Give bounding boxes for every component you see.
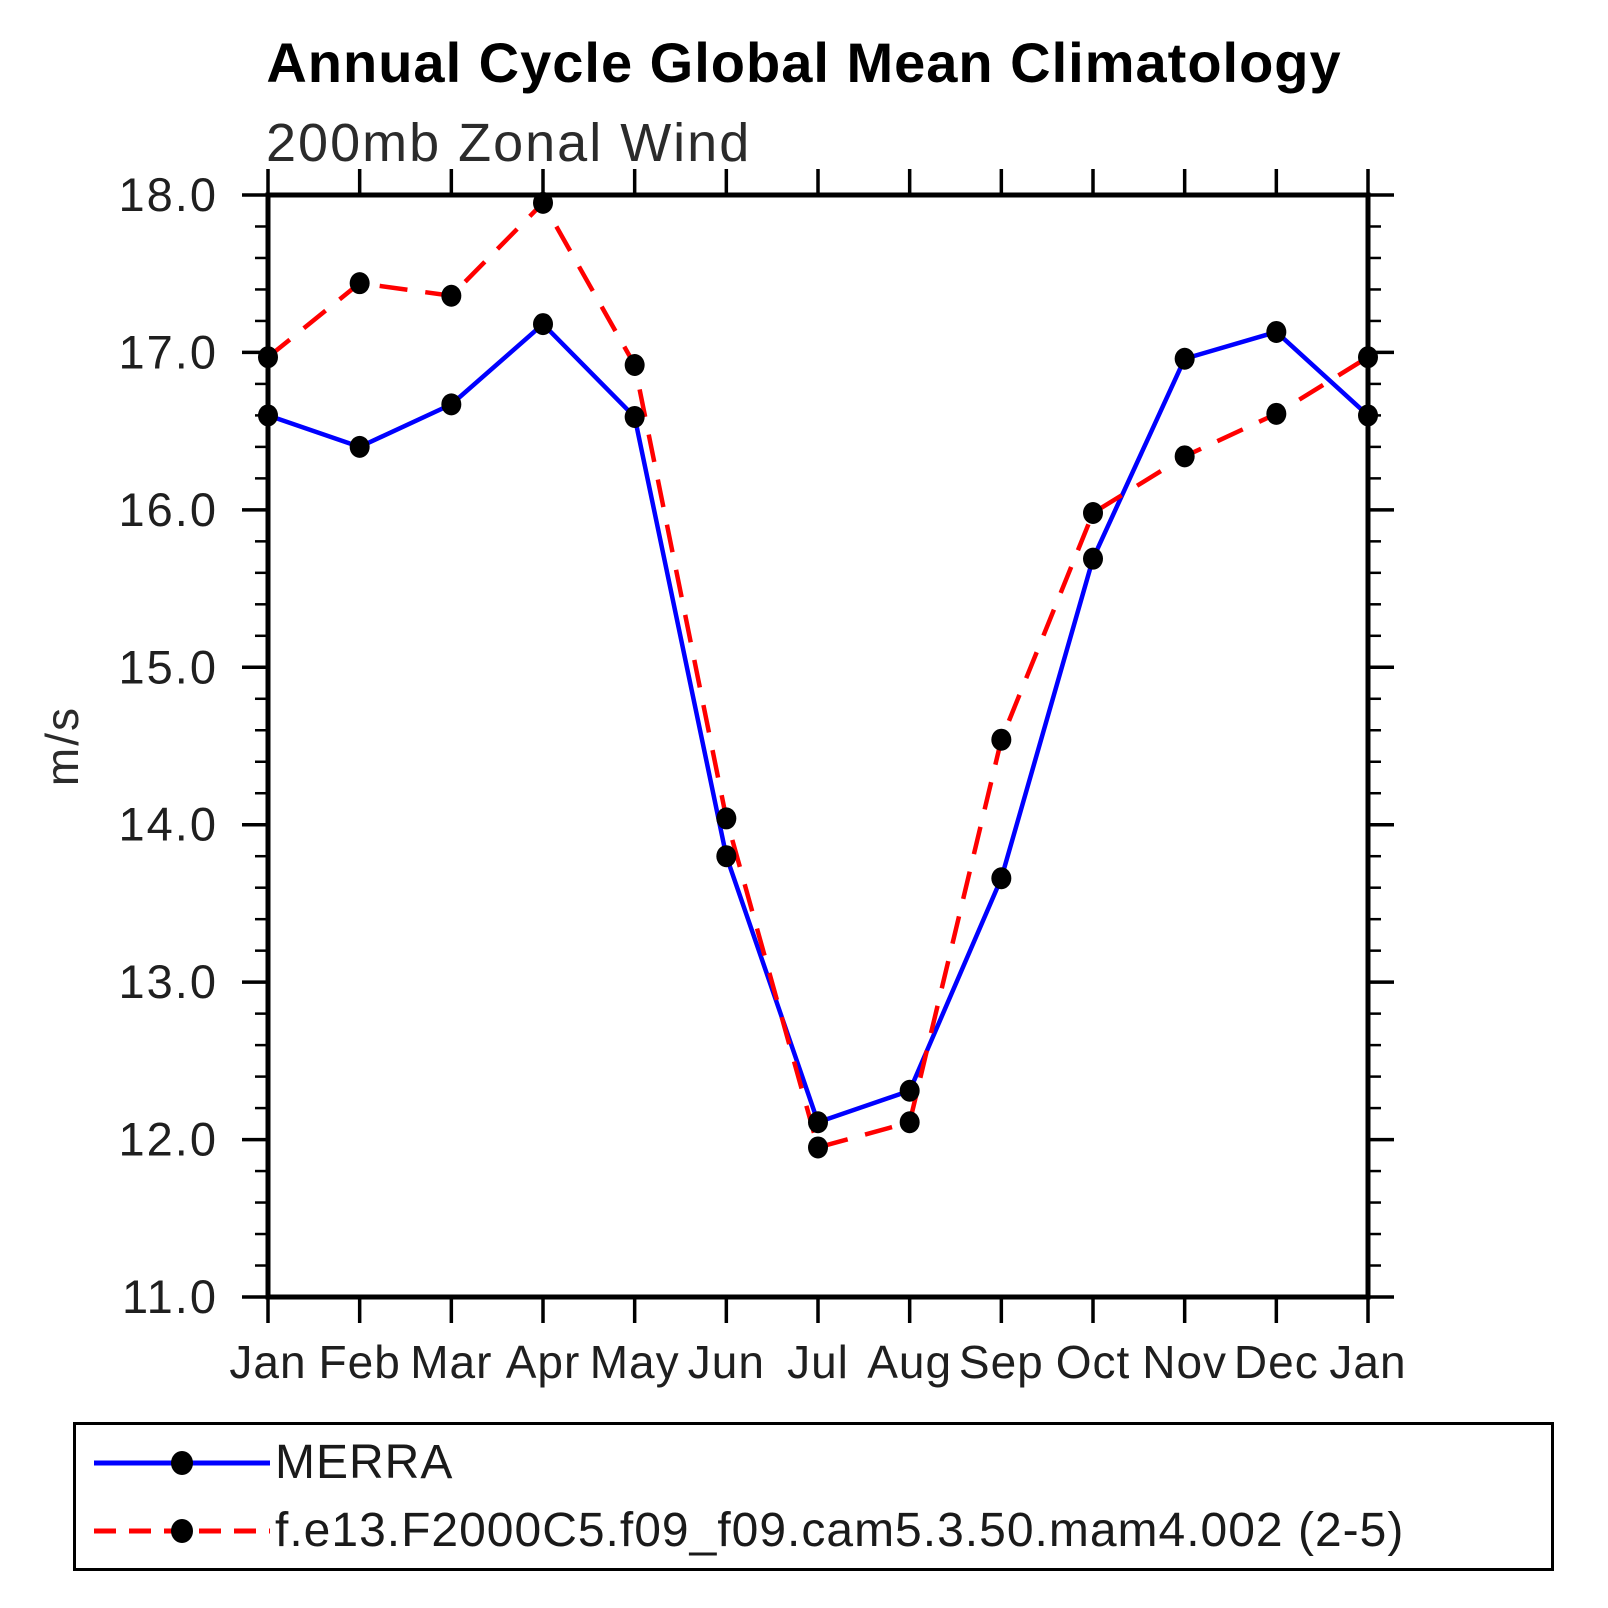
chart-subtitle: 200mb Zonal Wind xyxy=(266,113,752,173)
svg-text:Oct: Oct xyxy=(1056,1336,1131,1388)
svg-text:18.0: 18.0 xyxy=(119,168,218,221)
svg-text:Aug: Aug xyxy=(867,1336,952,1388)
svg-text:Feb: Feb xyxy=(319,1336,401,1388)
svg-text:14.0: 14.0 xyxy=(119,798,218,851)
legend-label-merra: MERRA xyxy=(275,1436,454,1489)
svg-text:Sep: Sep xyxy=(959,1336,1044,1388)
legend-marker-dot xyxy=(171,1450,193,1475)
svg-text:Jan: Jan xyxy=(229,1336,306,1388)
svg-text:Jun: Jun xyxy=(688,1336,765,1388)
legend: MERRA f.e13.F2000C5.f09_f09.cam5.3.50.ma… xyxy=(73,1422,1554,1571)
svg-text:17.0: 17.0 xyxy=(119,325,218,378)
svg-text:11.0: 11.0 xyxy=(122,1270,218,1323)
svg-text:May: May xyxy=(590,1336,680,1388)
svg-text:Mar: Mar xyxy=(410,1336,492,1388)
svg-text:13.0: 13.0 xyxy=(119,955,218,1008)
svg-text:Jan: Jan xyxy=(1329,1336,1406,1388)
y-axis-label: m/s xyxy=(36,706,88,786)
svg-text:16.0: 16.0 xyxy=(119,483,218,536)
legend-line-sample-dashed xyxy=(94,1518,270,1543)
svg-text:12.0: 12.0 xyxy=(119,1113,218,1166)
svg-text:Dec: Dec xyxy=(1234,1336,1319,1388)
svg-text:Nov: Nov xyxy=(1142,1336,1227,1388)
chart-title: Annual Cycle Global Mean Climatology xyxy=(266,31,1342,94)
legend-item-model: f.e13.F2000C5.f09_f09.cam5.3.50.mam4.002… xyxy=(90,1503,1551,1559)
svg-text:15.0: 15.0 xyxy=(119,640,218,693)
svg-text:Jul: Jul xyxy=(787,1336,849,1388)
legend-marker-dot xyxy=(171,1518,193,1543)
legend-label-model: f.e13.F2000C5.f09_f09.cam5.3.50.mam4.002… xyxy=(275,1504,1405,1557)
svg-text:Apr: Apr xyxy=(506,1336,581,1388)
legend-item-merra: MERRA xyxy=(90,1435,1551,1491)
legend-line-sample-solid xyxy=(94,1450,270,1475)
